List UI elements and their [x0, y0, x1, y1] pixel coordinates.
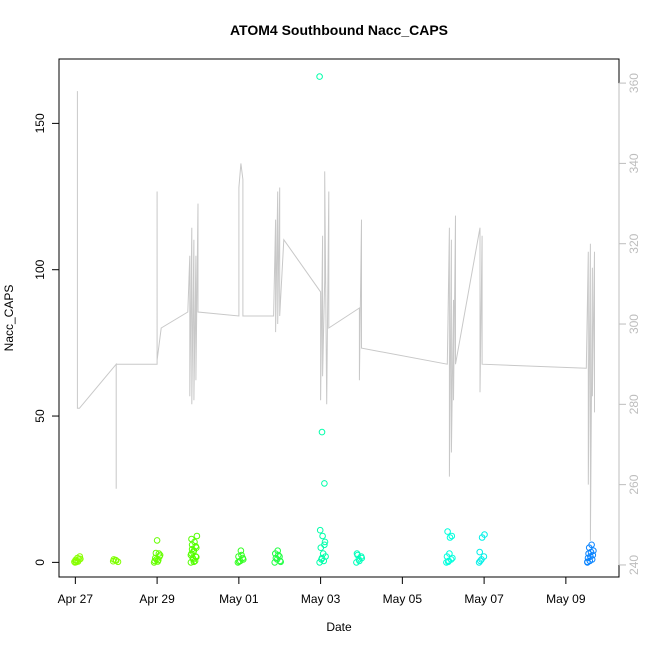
data-point	[444, 558, 452, 566]
y2-tick-label: 280	[627, 394, 641, 414]
y2-tick-label: 300	[627, 314, 641, 334]
data-point	[319, 532, 326, 540]
data-point	[237, 547, 245, 555]
y2-tick-label: 340	[627, 153, 641, 173]
data-point	[72, 558, 80, 566]
data-point	[446, 534, 454, 541]
data-point	[277, 558, 285, 566]
data-point	[235, 553, 242, 560]
data-point	[155, 556, 162, 564]
data-point	[318, 428, 326, 436]
data-point	[477, 557, 484, 565]
y-axis-label: Nacc_CAPS	[2, 285, 16, 352]
x-tick-label: May 07	[464, 592, 504, 606]
data-point	[321, 541, 328, 549]
x-axis-label: Date	[326, 620, 352, 634]
data-point	[444, 528, 451, 535]
data-point	[238, 551, 245, 559]
data-point	[317, 544, 325, 552]
data-point	[481, 531, 488, 538]
data-point	[190, 548, 197, 556]
x-tick-label: May 03	[301, 592, 341, 606]
plot-area-frame	[58, 58, 620, 578]
x-tick-label: Apr 27	[58, 592, 94, 606]
points-series-layer	[71, 73, 597, 566]
y-tick-label: 0	[33, 559, 47, 566]
series-line	[76, 91, 595, 541]
data-point	[449, 554, 456, 562]
y-axis-right: 240 260 280 300 320 340 360	[618, 73, 641, 575]
data-point	[446, 550, 453, 557]
data-point	[590, 547, 597, 555]
data-point	[191, 557, 199, 565]
data-point	[153, 537, 161, 544]
x-tick-label: May 05	[383, 592, 423, 606]
y2-tick-label: 320	[627, 233, 641, 253]
y2-tick-label: 360	[627, 73, 641, 93]
data-point	[316, 73, 323, 80]
data-point	[480, 553, 488, 560]
data-point	[318, 554, 326, 562]
data-point	[354, 551, 361, 559]
data-point	[275, 551, 282, 559]
data-point	[321, 480, 328, 487]
data-point	[112, 557, 120, 564]
x-tick-label: May 01	[219, 592, 259, 606]
y-tick-label: 100	[33, 259, 47, 279]
x-tick-label: Apr 29	[139, 592, 175, 606]
data-point	[193, 532, 201, 540]
x-axis: Apr 27 Apr 29 May 01 May 03 May 05 May 07 May …	[58, 576, 586, 606]
y-tick-label: 50	[33, 409, 47, 423]
data-point	[188, 535, 195, 543]
data-point	[188, 545, 196, 553]
data-point	[584, 558, 591, 566]
data-point	[152, 549, 160, 557]
data-point	[476, 548, 484, 556]
y-tick-label: 150	[33, 113, 47, 133]
data-point	[448, 532, 456, 540]
data-point	[588, 541, 595, 549]
data-point	[77, 555, 84, 563]
x-tick-label: May 09	[546, 592, 586, 606]
y2-tick-label: 260	[627, 474, 641, 494]
data-point	[321, 538, 329, 546]
data-point	[151, 557, 158, 565]
chart-title: ATOM4 Southbound Nacc_CAPS	[230, 22, 448, 38]
line-series-layer	[76, 91, 595, 541]
data-point	[155, 550, 163, 557]
y-axis-left: 0 50 100 150	[33, 113, 60, 566]
data-point	[274, 547, 282, 555]
y2-tick-label: 240	[627, 555, 641, 575]
data-point	[316, 526, 324, 534]
data-point	[193, 553, 200, 561]
data-point	[235, 558, 243, 565]
